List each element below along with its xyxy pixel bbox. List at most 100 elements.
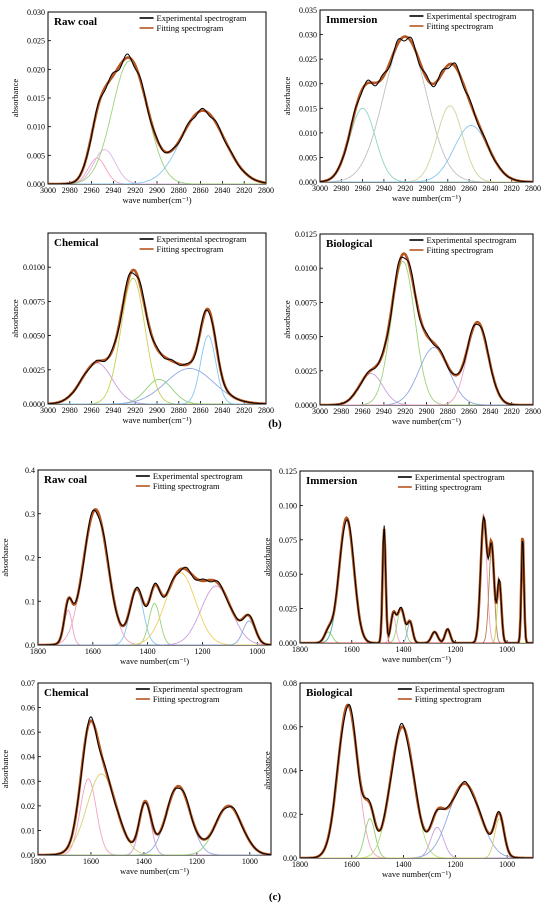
y-tick-label: 0.025	[299, 55, 317, 64]
y-tick-label: 0.4	[25, 466, 35, 475]
plot-area	[48, 268, 266, 404]
x-tick-label: 2800	[525, 407, 541, 416]
legend-label-experimental: Experimental spectrogram	[415, 472, 505, 482]
y-tick-label: 0.0000	[295, 401, 317, 410]
y-tick-label: 0.005	[299, 153, 317, 162]
y-axis-label: absorbance	[10, 79, 20, 117]
fitted-peak-6	[300, 818, 533, 858]
x-tick-label: 1200	[194, 647, 210, 656]
fitted-peak-5	[48, 335, 266, 404]
legend-label-fitting: Fitting spectrogram	[415, 482, 482, 492]
fitted-peak-9	[300, 519, 533, 643]
legend-label-experimental: Experimental spectrogram	[415, 684, 505, 694]
experimental-spectrogram-line	[48, 53, 266, 184]
fitted-peak-3	[48, 60, 266, 184]
x-tick-label: 1400	[396, 645, 412, 654]
x-tick-label: 2900	[419, 407, 435, 416]
x-tick-label: 2820	[504, 407, 520, 416]
experimental-spectrogram-line	[300, 516, 533, 643]
x-tick-label: 2860	[193, 406, 209, 415]
x-tick-label: 2880	[171, 186, 187, 195]
legend-label-fitting: Fitting spectrogram	[415, 694, 482, 704]
legend-label-experimental: Experimental spectrogram	[153, 684, 243, 694]
panel-title: Chemical	[44, 687, 89, 699]
y-tick-label: 0.035	[299, 6, 317, 15]
x-tick-label: 2900	[419, 184, 435, 193]
panel-title: Raw coal	[44, 474, 87, 486]
y-tick-label: 0.000	[27, 180, 45, 189]
y-tick-label: 0.0000	[23, 400, 45, 409]
y-tick-label: 0.00	[283, 854, 297, 863]
fitted-peak-3	[320, 105, 533, 182]
x-tick-label: 3000	[40, 186, 56, 195]
x-tick-label: 3000	[40, 406, 56, 415]
x-tick-label: 2840	[482, 184, 498, 193]
chart-panel-3: 3000 2980 2960 2940 2920 2900 2880 2860 2840 2820…	[10, 232, 274, 425]
fitting-spectrogram-line	[320, 35, 533, 182]
y-axis-label: absorbance	[282, 77, 292, 115]
x-tick-label: 2960	[355, 184, 371, 193]
x-tick-label: 1000	[499, 645, 515, 654]
fitted-peak-3	[38, 589, 271, 645]
x-axis-label: wave number(cm⁻¹)	[122, 195, 191, 205]
fitting-spectrogram-line	[320, 252, 533, 405]
section-label-c: (c)	[269, 891, 282, 903]
legend-label-fitting: Fitting spectrogram	[153, 481, 220, 491]
x-tick-label: 2880	[440, 184, 456, 193]
x-tick-label: 2880	[440, 407, 456, 416]
plot-area	[48, 53, 266, 184]
x-tick-label: 2960	[84, 186, 100, 195]
y-tick-label: 0.025	[27, 37, 45, 46]
y-tick-label: 0.0075	[23, 297, 45, 306]
x-tick-label: 1400	[136, 857, 152, 866]
fitted-peak-5	[300, 783, 533, 858]
x-axis-label: wave number(cm⁻¹)	[382, 654, 451, 664]
chart-panel-4: 3000 2980 2960 2940 2920 2900 2880 2860 2840 2820…	[282, 230, 541, 426]
y-tick-label: 0.05	[21, 728, 35, 737]
x-tick-label: 2820	[236, 406, 252, 415]
chart-panel-6: 1800 1600 1400 1200 1000 0.000 0.025 0.050 0.075…	[262, 467, 534, 664]
chart-panel-1: 3000 2980 2960 2940 2920 2900 2880 2860 2840 2820…	[10, 8, 274, 205]
x-tick-label: 1800	[292, 860, 308, 869]
x-tick-label: 2840	[214, 186, 230, 195]
chart-panel-2: 3000 2980 2960 2940 2920 2900 2880 2860 2840 2820…	[282, 6, 541, 203]
x-tick-label: 1800	[30, 647, 46, 656]
y-tick-label: 0.0075	[295, 298, 317, 307]
fitted-peak-4	[38, 602, 271, 645]
y-tick-label: 0.125	[279, 467, 297, 476]
legend-label-fitting: Fitting spectrogram	[157, 244, 224, 254]
experimental-spectrogram-line	[48, 272, 266, 404]
y-tick-label: 0.075	[279, 536, 297, 545]
experimental-spectrogram-line	[320, 36, 533, 182]
y-tick-label: 0.1	[25, 597, 35, 606]
y-tick-label: 0.020	[27, 65, 45, 74]
x-tick-label: 2960	[84, 406, 100, 415]
x-tick-label: 2800	[525, 184, 541, 193]
y-axis-label: absorbance	[262, 538, 272, 576]
legend-label-fitting: Fitting spectrogram	[426, 21, 493, 31]
y-tick-label: 0.0100	[295, 264, 317, 273]
fitted-peak-1	[320, 107, 533, 182]
y-tick-label: 0.000	[279, 639, 297, 648]
x-tick-label: 1800	[292, 645, 308, 654]
panel-title: Biological	[326, 238, 372, 250]
x-tick-label: 1200	[189, 857, 205, 866]
y-tick-label: 0.020	[299, 80, 317, 89]
experimental-spectrogram-line	[300, 704, 533, 858]
y-tick-label: 0.07	[21, 679, 35, 688]
x-tick-label: 1400	[140, 647, 156, 656]
fitted-peak-1	[38, 609, 271, 645]
x-tick-label: 2920	[127, 186, 143, 195]
fitting-spectrogram-line	[38, 508, 271, 645]
y-tick-label: 0.0025	[295, 367, 317, 376]
y-tick-label: 0.02	[21, 802, 35, 811]
y-tick-label: 0.06	[21, 704, 35, 713]
fitted-peak-1	[320, 373, 533, 405]
x-tick-label: 2940	[105, 186, 121, 195]
y-tick-label: 0.04	[283, 767, 297, 776]
x-axis-label: wave number(cm⁻¹)	[382, 869, 451, 879]
legend-label-experimental: Experimental spectrogram	[426, 235, 516, 245]
x-tick-label: 2920	[397, 184, 413, 193]
fitted-peak-7	[38, 620, 271, 645]
